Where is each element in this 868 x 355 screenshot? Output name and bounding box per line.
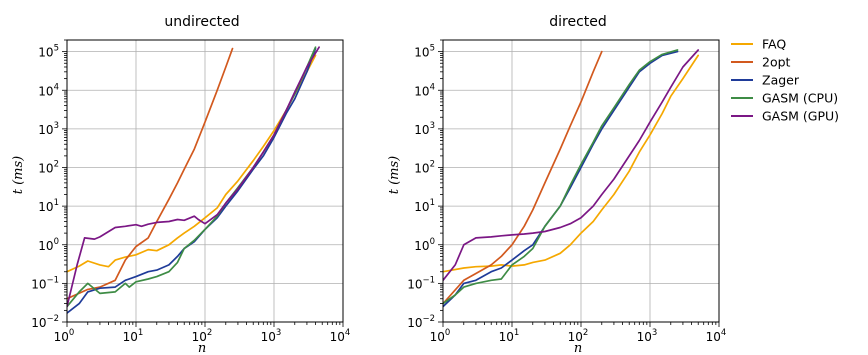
legend-label-faq: FAQ xyxy=(762,37,786,52)
series-line-faq xyxy=(67,54,317,273)
y-tick-label: 100 xyxy=(38,237,59,253)
y-tick-label: 10−1 xyxy=(407,275,435,291)
y-tick-label: 10−1 xyxy=(31,275,59,291)
series-line-gasm-cpu xyxy=(67,46,317,308)
y-tick-label: 102 xyxy=(414,160,435,176)
x-tick-label: 104 xyxy=(330,328,351,344)
x-tick-labels: 100 101 102 103 104 xyxy=(430,328,727,344)
x-axis-label: n xyxy=(198,341,206,355)
series-group xyxy=(67,46,320,314)
x-tick-label: 103 xyxy=(637,328,658,344)
x-tick-label: 104 xyxy=(706,328,727,344)
y-tick-label: 101 xyxy=(38,198,59,214)
series-line-2opt xyxy=(67,47,234,300)
series-line-2opt xyxy=(443,50,603,305)
directed-panel: directed 100 101 102 103 104 10−210−11001011… xyxy=(387,14,726,355)
legend-label-gasm-cpu: GASM (CPU) xyxy=(762,91,838,106)
chart-title: undirected xyxy=(164,14,239,30)
x-tick-label: 101 xyxy=(123,328,144,344)
series-line-gasm-cpu xyxy=(443,49,679,305)
y-tick-label: 105 xyxy=(414,44,435,60)
y-tick-label: 103 xyxy=(414,121,435,137)
tick-marks xyxy=(62,39,344,327)
y-tick-label: 104 xyxy=(38,82,59,98)
y-tick-label: 101 xyxy=(414,198,435,214)
series-line-gasm-gpu xyxy=(67,46,320,308)
y-tick-label: 103 xyxy=(38,121,59,137)
series-line-zager xyxy=(67,47,317,314)
legend: FAQ 2opt Zager GASM (CPU) GASM (GPU) xyxy=(731,37,839,124)
y-tick-label: 10−2 xyxy=(407,314,435,330)
y-tick-label: 105 xyxy=(38,44,59,60)
x-tick-label: 101 xyxy=(499,328,520,344)
y-axis-label: t (ms) xyxy=(387,156,402,195)
grid xyxy=(442,40,720,323)
y-axis-label: t (ms) xyxy=(11,156,26,195)
y-tick-label: 10−2 xyxy=(31,314,59,330)
series-line-faq xyxy=(443,54,700,273)
x-tick-labels: 100 101 102 103 104 xyxy=(54,328,351,344)
y-tick-label: 102 xyxy=(38,160,59,176)
y-tick-labels: 10−2 10−1 100 101 102 103 104 105 xyxy=(407,44,435,330)
y-tick-labels: 10−2 10−1 100 101 102 103 104 105 xyxy=(31,44,59,330)
x-tick-label: 102 xyxy=(568,328,589,344)
x-tick-label: 100 xyxy=(54,328,75,344)
y-tick-label: 100 xyxy=(414,237,435,253)
legend-label-2opt: 2opt xyxy=(762,55,791,70)
x-tick-label: 102 xyxy=(192,328,213,344)
chart-title: directed xyxy=(549,14,607,30)
series-line-gasm-gpu xyxy=(443,49,700,282)
undirected-panel: undirected 100 101 102 103 104 10−210−110010… xyxy=(11,14,350,355)
x-tick-label: 103 xyxy=(261,328,282,344)
x-axis-label: n xyxy=(574,341,582,355)
y-tick-label: 104 xyxy=(414,82,435,98)
legend-label-zager: Zager xyxy=(762,73,800,88)
x-tick-label: 100 xyxy=(430,328,451,344)
tick-marks xyxy=(438,39,720,327)
legend-label-gasm-gpu: GASM (GPU) xyxy=(762,109,839,124)
series-line-zager xyxy=(443,50,679,308)
series-group xyxy=(443,49,700,308)
